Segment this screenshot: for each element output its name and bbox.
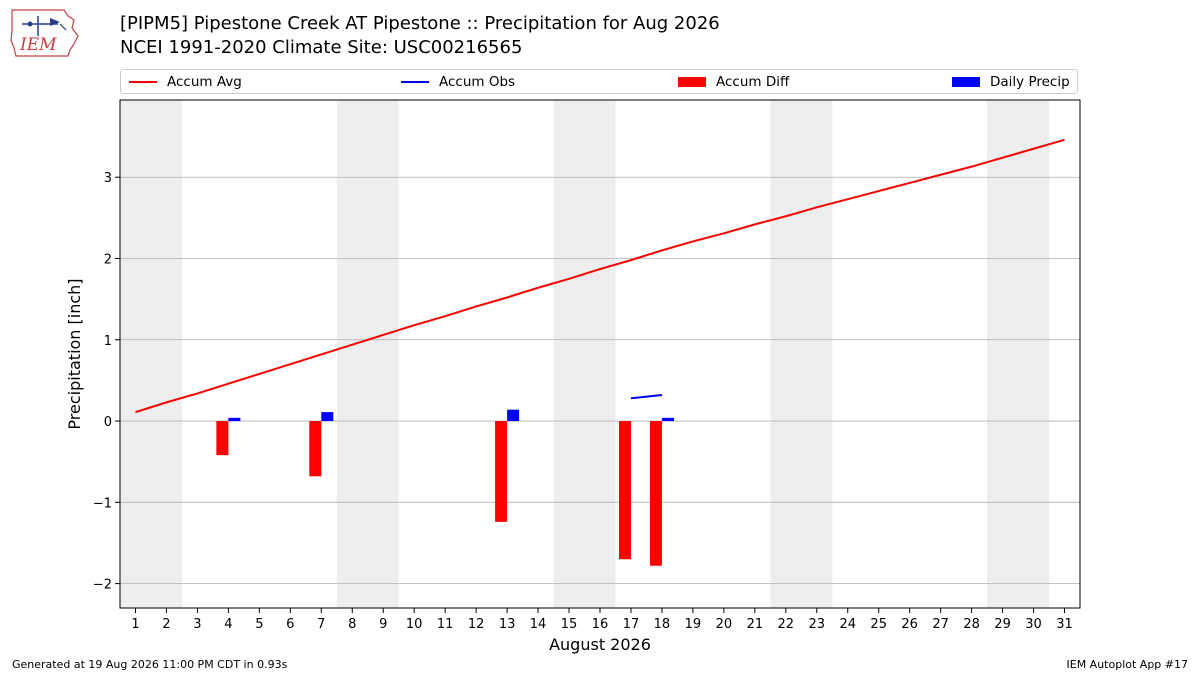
x-tick-label-31: 31 xyxy=(1056,617,1073,632)
x-tick-label-15: 15 xyxy=(561,617,578,632)
y-tick-label-1: 1 xyxy=(104,334,112,349)
x-tick-label-20: 20 xyxy=(716,617,733,632)
x-tick-label-29: 29 xyxy=(994,617,1011,632)
weekend-shade-1 xyxy=(120,100,182,608)
chart-subtitle: NCEI 1991-2020 Climate Site: USC00216565 xyxy=(120,37,523,58)
x-tick-label-19: 19 xyxy=(685,617,702,632)
x-tick-label-3: 3 xyxy=(193,617,201,632)
x-tick-label-4: 4 xyxy=(224,617,232,632)
x-tick-label-10: 10 xyxy=(406,617,423,632)
y-tick-label-2: 2 xyxy=(104,252,112,267)
x-tick-label-12: 12 xyxy=(468,617,485,632)
x-tick-label-8: 8 xyxy=(348,617,356,632)
legend-swatch-daily-precip xyxy=(952,77,980,87)
x-tick-label-28: 28 xyxy=(963,617,980,632)
x-tick-label-27: 27 xyxy=(932,617,949,632)
legend-label-accum-diff: Accum Diff xyxy=(716,74,790,90)
weekend-shade-3 xyxy=(553,100,616,608)
daily-precip-bar-day-4 xyxy=(228,417,241,422)
daily-precip-bar-day-18 xyxy=(661,417,674,422)
legend-label-accum-obs: Accum Obs xyxy=(439,74,516,90)
legend-item-accum-diff: Accum Diff xyxy=(678,73,789,91)
iem-logo: IEM xyxy=(10,9,79,57)
legend-swatch-accum-avg xyxy=(129,81,157,83)
accum-diff-bar-day-13 xyxy=(495,421,508,522)
chart-title: [PIPM5] Pipestone Creek AT Pipestone :: … xyxy=(120,13,720,34)
y-tick-label-3: 3 xyxy=(104,171,112,186)
y-tick-label-0: 0 xyxy=(104,415,112,430)
legend-item-daily-precip: Daily Precip xyxy=(952,73,1070,91)
x-tick-label-2: 2 xyxy=(162,617,170,632)
y-tick-label--1: −1 xyxy=(93,496,112,511)
accum-diff-bar-day-17 xyxy=(618,421,631,560)
y-axis-label: Precipitation [inch] xyxy=(65,278,84,429)
logo-text: IEM xyxy=(19,35,57,55)
legend-label-accum-avg: Accum Avg xyxy=(167,74,242,90)
x-tick-label-14: 14 xyxy=(530,617,547,632)
daily-precip-bar-day-13 xyxy=(507,409,520,422)
accum-diff-bar-day-7 xyxy=(309,421,322,477)
x-tick-label-9: 9 xyxy=(379,617,387,632)
x-tick-label-16: 16 xyxy=(592,617,609,632)
accum-obs-line xyxy=(630,394,663,400)
x-tick-label-30: 30 xyxy=(1025,617,1042,632)
x-tick-label-11: 11 xyxy=(437,617,454,632)
x-tick-label-13: 13 xyxy=(499,617,516,632)
x-tick-label-6: 6 xyxy=(286,617,294,632)
x-tick-label-21: 21 xyxy=(747,617,764,632)
chart-legend: Accum Avg Accum Obs Accum Diff Daily Pre… xyxy=(120,69,1078,94)
x-tick-label-17: 17 xyxy=(623,617,640,632)
legend-item-accum-avg: Accum Avg xyxy=(129,73,242,91)
accum-avg-line xyxy=(135,138,1065,414)
x-tick-label-1: 1 xyxy=(131,617,139,632)
x-tick-label-18: 18 xyxy=(654,617,671,632)
x-tick-label-24: 24 xyxy=(839,617,856,632)
x-tick-label-26: 26 xyxy=(901,617,918,632)
accum-diff-bar-day-18 xyxy=(649,421,662,566)
weekend-shade-4 xyxy=(770,100,833,608)
x-tick-label-5: 5 xyxy=(255,617,263,632)
x-tick-label-25: 25 xyxy=(870,617,887,632)
y-tick-label--2: −2 xyxy=(93,578,112,593)
x-tick-label-23: 23 xyxy=(809,617,826,632)
weekend-shade-5 xyxy=(987,100,1050,608)
footer-generated: Generated at 19 Aug 2026 11:00 PM CDT in… xyxy=(12,658,288,671)
legend-item-accum-obs: Accum Obs xyxy=(401,73,515,91)
accum-diff-bar-day-4 xyxy=(216,421,229,456)
legend-swatch-accum-diff xyxy=(678,77,706,87)
legend-swatch-accum-obs xyxy=(401,81,429,83)
weekend-shade-2 xyxy=(336,100,399,608)
footer-app: IEM Autoplot App #17 xyxy=(1066,658,1189,671)
x-tick-label-7: 7 xyxy=(317,617,325,632)
legend-label-daily-precip: Daily Precip xyxy=(990,74,1070,90)
x-tick-label-22: 22 xyxy=(778,617,795,632)
x-axis-label: August 2026 xyxy=(549,635,651,654)
daily-precip-bar-day-7 xyxy=(321,412,334,422)
